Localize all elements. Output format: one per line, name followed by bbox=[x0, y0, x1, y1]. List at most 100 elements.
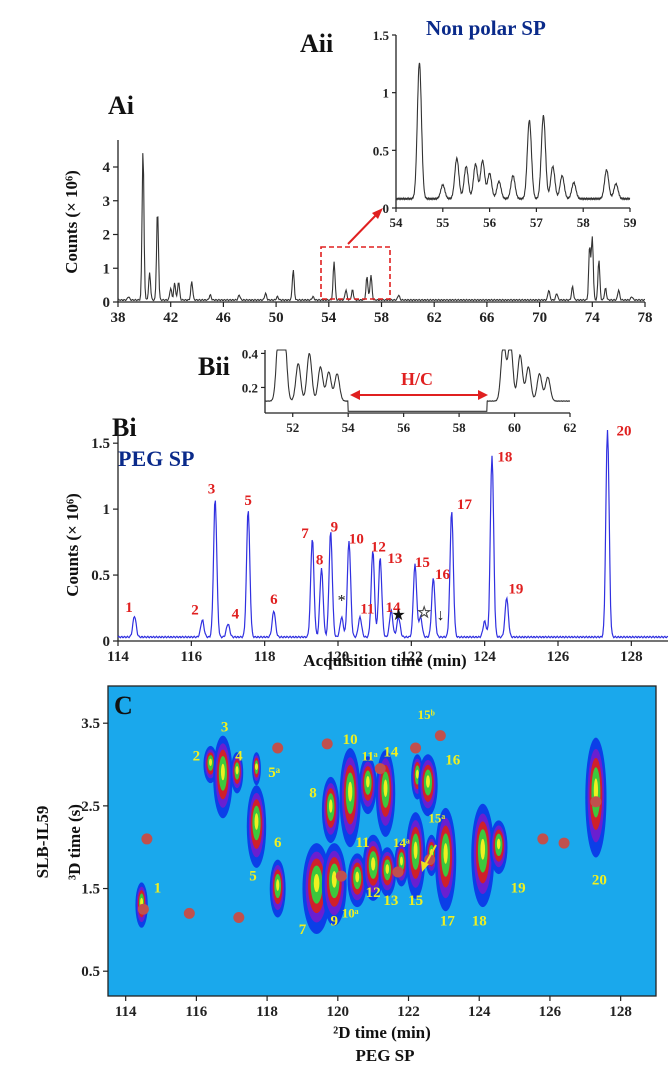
dot-marker bbox=[537, 833, 549, 845]
x-tick-label: 46 bbox=[216, 310, 232, 326]
c-column-label: SLB-IL59 bbox=[33, 806, 52, 879]
c-x-ticks: 114 116 118 120 122 124 126 128 bbox=[115, 996, 632, 1020]
y-tick-label: 0.4 bbox=[242, 346, 259, 361]
aii-stationary-phase-label: Non polar SP bbox=[426, 16, 546, 40]
x-tick-label: 128 bbox=[620, 649, 643, 665]
peak-label: 14 bbox=[386, 600, 402, 616]
c-stationary-phase-label: PEG SP bbox=[355, 1046, 414, 1065]
contour-peak bbox=[435, 807, 457, 912]
y-tick-label: 1.5 bbox=[91, 436, 110, 452]
peak-label: 14 bbox=[383, 744, 399, 760]
y-tick-label: 1.5 bbox=[373, 28, 390, 43]
x-tick-label: 60 bbox=[508, 420, 521, 435]
x-tick-label: 118 bbox=[256, 1004, 278, 1020]
bii-x-ticks: 52 54 56 58 60 62 bbox=[286, 413, 577, 435]
contour-peak bbox=[347, 853, 367, 908]
aii-trace bbox=[395, 62, 631, 201]
bi-x-ticks: 114 116 118 120 122 124 126 128 bbox=[107, 641, 643, 665]
panel-c-label: C bbox=[114, 691, 133, 720]
peak-label: 11ᵃ bbox=[362, 748, 378, 763]
contour-level bbox=[415, 769, 419, 779]
contour-level bbox=[443, 843, 448, 864]
contour-peak bbox=[489, 820, 508, 875]
peak-label: 15ᵃ bbox=[428, 810, 445, 825]
zoom-arrow-head bbox=[372, 208, 383, 219]
marker-symbol: ★ bbox=[391, 607, 405, 624]
peak-label: 7 bbox=[299, 922, 307, 938]
c-plot-area bbox=[107, 685, 657, 997]
y-tick-label: 0 bbox=[103, 634, 111, 650]
x-tick-label: 126 bbox=[547, 649, 570, 665]
panel-bi-label: Bi bbox=[112, 413, 137, 442]
peak-label: 3 bbox=[208, 481, 216, 497]
x-tick-label: 114 bbox=[115, 1004, 137, 1020]
x-tick-label: 62 bbox=[564, 420, 577, 435]
zoom-region-box bbox=[320, 246, 391, 300]
ai-trace bbox=[117, 153, 646, 302]
contour-level bbox=[313, 873, 320, 893]
dot-marker bbox=[141, 833, 153, 845]
panel-bi: Bi PEG SP 00.511.5 114 116 118 120 122 124 126… bbox=[63, 413, 669, 670]
x-tick-label: 58 bbox=[374, 310, 389, 326]
contour-level bbox=[220, 763, 225, 781]
panel-aii-label: Aii bbox=[300, 29, 333, 58]
peak-label: 12 bbox=[366, 885, 381, 901]
c-peak-labels: 12345ᵃ567891010ᵃ11ᵃ1112131414ᵃ15ᵇ15ᵃ1516… bbox=[154, 707, 607, 938]
marker-symbol: * bbox=[338, 592, 346, 609]
y-tick-label: 0 bbox=[103, 295, 111, 311]
contour-level bbox=[426, 775, 430, 788]
c-dot-markers bbox=[137, 730, 602, 923]
y-tick-label: 3 bbox=[103, 194, 111, 210]
bii-y-ticks: 0.2 0.4 bbox=[242, 346, 265, 395]
x-tick-label: 54 bbox=[390, 215, 404, 230]
contour-level bbox=[355, 871, 360, 883]
bi-trace bbox=[117, 429, 669, 639]
contour-level bbox=[371, 857, 376, 871]
dot-marker bbox=[272, 742, 284, 754]
y-tick-label: 0 bbox=[383, 201, 390, 216]
peak-label: 14ᵃ bbox=[393, 835, 410, 850]
contour-level bbox=[235, 766, 239, 775]
contour-level bbox=[348, 781, 353, 802]
x-tick-label: 56 bbox=[483, 215, 497, 230]
contour-level bbox=[413, 841, 418, 859]
dot-marker bbox=[374, 763, 386, 775]
peak-label: 16 bbox=[435, 567, 451, 583]
c-contour-peaks bbox=[135, 735, 607, 934]
x-tick-label: 118 bbox=[254, 649, 276, 665]
ai-y-ticks: 0 1 2 3 4 bbox=[103, 160, 118, 311]
dot-marker bbox=[335, 870, 347, 882]
contour-level bbox=[328, 799, 333, 813]
c-y-axis-label: ³D time (s) bbox=[65, 804, 84, 880]
contour-peak bbox=[418, 754, 438, 817]
x-tick-label: 52 bbox=[286, 420, 299, 435]
peak-label: 15ᵇ bbox=[418, 707, 435, 722]
contour-peak bbox=[362, 834, 384, 901]
peak-label: 18 bbox=[497, 450, 512, 466]
peak-label: 5 bbox=[244, 493, 252, 509]
y-tick-label: 0.5 bbox=[81, 964, 100, 980]
contour-level bbox=[209, 758, 213, 767]
y-tick-label: 1 bbox=[383, 86, 390, 101]
hc-arrow-right-head bbox=[478, 390, 488, 400]
contour-peak bbox=[321, 843, 347, 926]
y-tick-label: 3.5 bbox=[81, 716, 100, 732]
peak-label: 4 bbox=[232, 607, 240, 623]
bi-y-ticks: 0 0.5 1 1.5 bbox=[91, 436, 118, 650]
peak-label: 2 bbox=[193, 748, 201, 764]
x-tick-label: 62 bbox=[427, 310, 442, 326]
x-tick-label: 120 bbox=[327, 1004, 350, 1020]
bii-trace bbox=[264, 349, 570, 412]
y-tick-label: 1.5 bbox=[81, 882, 100, 898]
contour-level bbox=[254, 763, 258, 770]
x-tick-label: 116 bbox=[186, 1004, 208, 1020]
contour-peak bbox=[339, 748, 361, 848]
hc-arrow-left-head bbox=[350, 390, 360, 400]
marker-symbol: ☆ bbox=[417, 604, 431, 621]
contour-level bbox=[366, 775, 370, 788]
peak-label: 11 bbox=[360, 601, 374, 617]
peak-label: 9 bbox=[331, 914, 339, 930]
contour-peak bbox=[269, 859, 286, 918]
peak-label: 19 bbox=[511, 881, 526, 897]
